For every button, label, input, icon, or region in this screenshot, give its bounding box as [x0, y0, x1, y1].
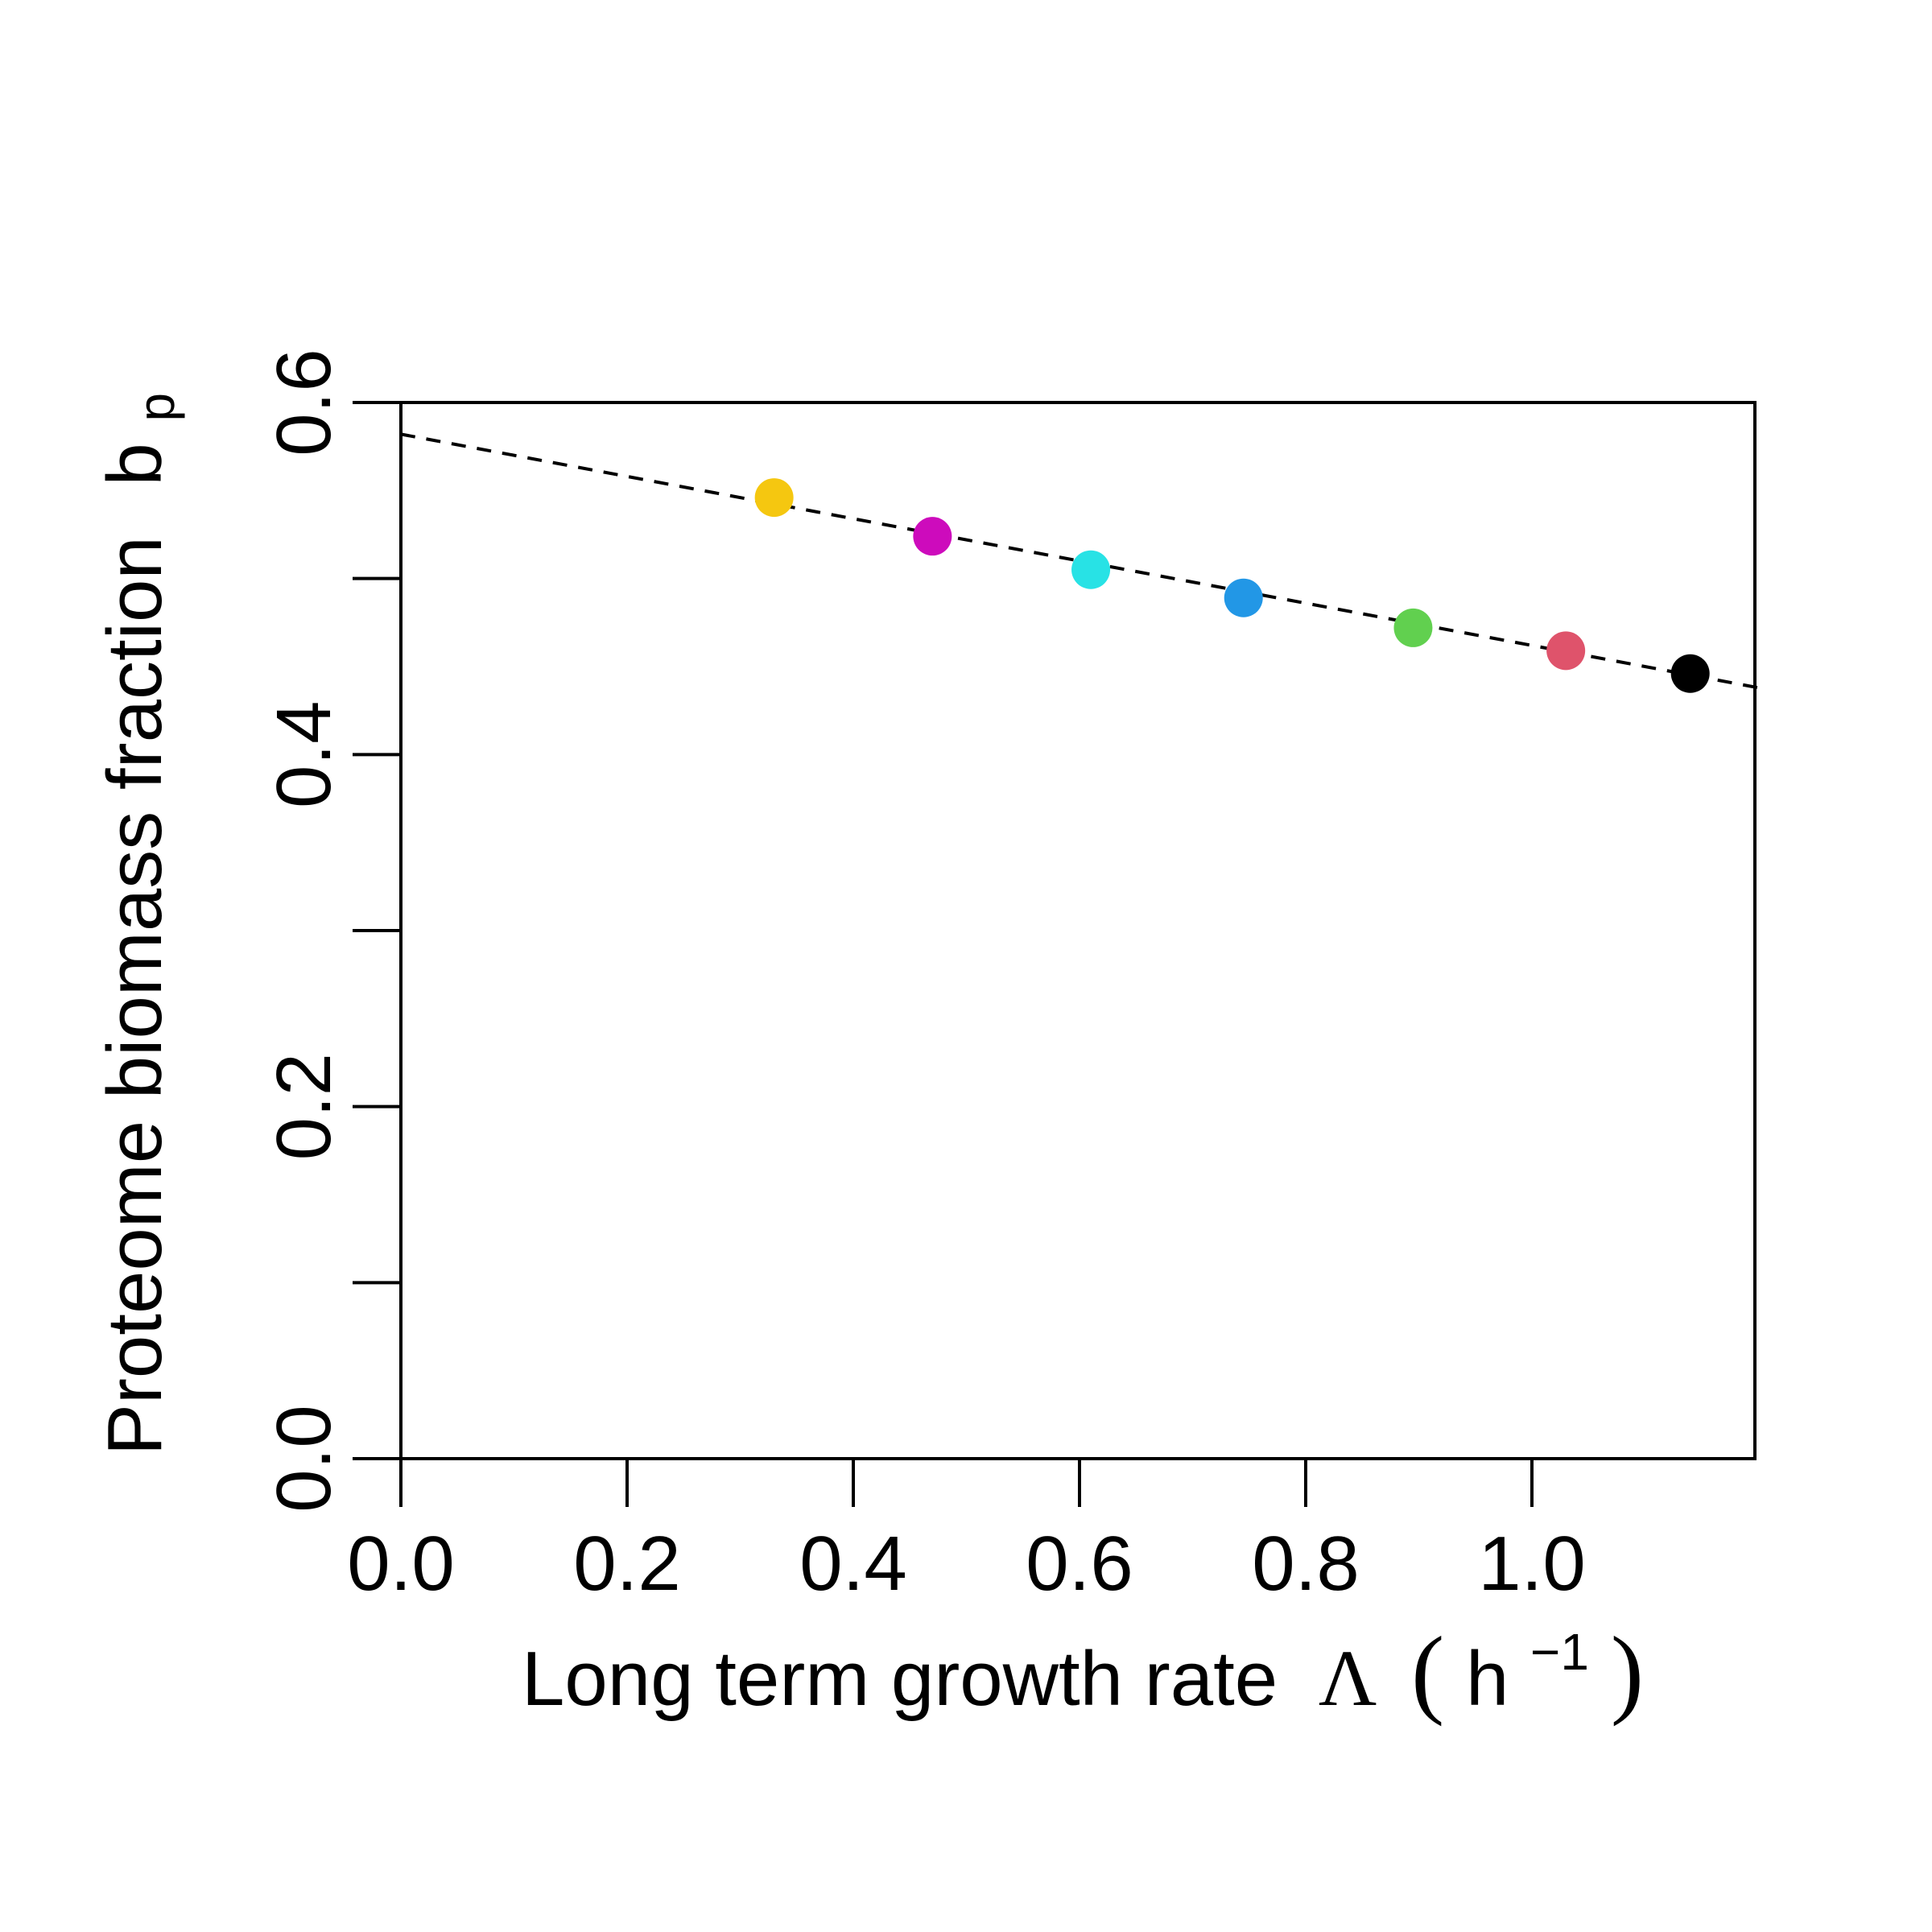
x-axis-label-symbol: Λ — [1319, 1633, 1377, 1723]
x-axis-label-close-paren: ) — [1611, 1616, 1644, 1727]
y-axis-label-symbol: b — [92, 443, 178, 485]
data-point — [1224, 578, 1263, 617]
data-point — [913, 517, 952, 556]
data-point — [754, 478, 794, 518]
x-tick-label: 0.6 — [1026, 1521, 1133, 1607]
y-tick-label: 0.2 — [261, 1053, 347, 1160]
y-axis-label-symbol-subscript: p — [127, 393, 185, 422]
y-axis-label: Proteome biomass fraction b p — [92, 393, 185, 1455]
x-tick-label: 1.0 — [1478, 1521, 1585, 1607]
x-tick-label: 0.8 — [1252, 1521, 1359, 1607]
y-tick-label: 0.4 — [261, 701, 347, 808]
x-axis-label-unit: h — [1466, 1636, 1509, 1722]
data-point — [1071, 550, 1111, 589]
x-tick-label: 0.0 — [347, 1521, 454, 1607]
data-point — [1546, 631, 1586, 671]
y-tick-label: 0.6 — [261, 349, 347, 456]
x-axis-label-text: Long term growth rate — [522, 1636, 1278, 1722]
data-point — [1670, 654, 1710, 693]
x-axis-label: Long term growth rate Λ ( h −1 ) — [522, 1600, 1644, 1727]
x-axis-label-open-paren: ( — [1411, 1616, 1444, 1727]
y-tick-label: 0.0 — [261, 1405, 347, 1512]
x-axis-label-unit-exponent: −1 — [1530, 1623, 1589, 1681]
points-group — [754, 478, 1710, 693]
y-axis-label-text: Proteome biomass fraction — [92, 536, 178, 1455]
x-tick-label: 0.2 — [573, 1521, 680, 1607]
x-tick-label: 0.4 — [799, 1521, 906, 1607]
data-point — [1393, 608, 1433, 647]
axes-group: 0.0 0.2 0.4 0.6 0.8 1.0 0.0 0.2 0.4 0.6 — [261, 349, 1757, 1607]
